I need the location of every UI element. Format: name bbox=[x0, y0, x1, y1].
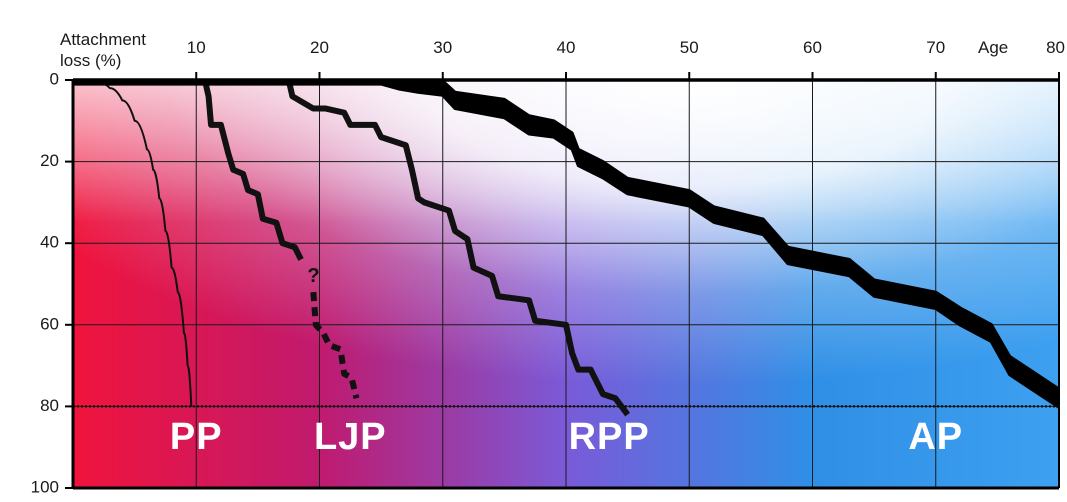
grid-lines bbox=[73, 80, 1060, 488]
series-ljp bbox=[201, 80, 304, 261]
series-pp bbox=[85, 80, 193, 407]
zone-labels: PP LJP RPP AP bbox=[170, 416, 963, 458]
uncertainty-question-mark: ? bbox=[307, 265, 319, 287]
y-tick-label: 40 bbox=[40, 233, 59, 252]
zone-label-rpp: RPP bbox=[569, 416, 650, 458]
x-tick-label: 80 bbox=[1046, 38, 1065, 57]
zone-label-pp: PP bbox=[170, 416, 223, 458]
series-ap bbox=[73, 80, 1059, 409]
series-ljp-uncertain bbox=[310, 291, 360, 399]
y-tick-label: 80 bbox=[40, 396, 59, 415]
y-axis-title-line2: loss (%) bbox=[60, 51, 121, 70]
y-tick-label: 60 bbox=[40, 314, 59, 333]
series-layer: ? bbox=[73, 80, 1059, 417]
x-tick-label: 70 bbox=[926, 38, 945, 57]
zone-label-ljp: LJP bbox=[314, 416, 387, 458]
x-tick-label: 10 bbox=[187, 38, 206, 57]
x-tick-label: 60 bbox=[803, 38, 822, 57]
y-axis-title-line1: Attachment bbox=[60, 30, 146, 49]
x-tick-label: 30 bbox=[433, 38, 452, 57]
y-tick-label: 20 bbox=[40, 151, 59, 170]
series-rpp bbox=[285, 80, 631, 417]
x-tick-label: 20 bbox=[310, 38, 329, 57]
x-axis-title: Age bbox=[978, 38, 1008, 57]
axes: 0 20 40 60 80 100 10 20 30 40 50 60 70 80 bbox=[31, 38, 1065, 496]
y-tick-label: 0 bbox=[50, 69, 59, 88]
y-tick-label: 100 bbox=[31, 477, 59, 496]
zone-label-ap: AP bbox=[908, 416, 963, 458]
x-tick-label: 40 bbox=[557, 38, 576, 57]
x-tick-label: 50 bbox=[680, 38, 699, 57]
